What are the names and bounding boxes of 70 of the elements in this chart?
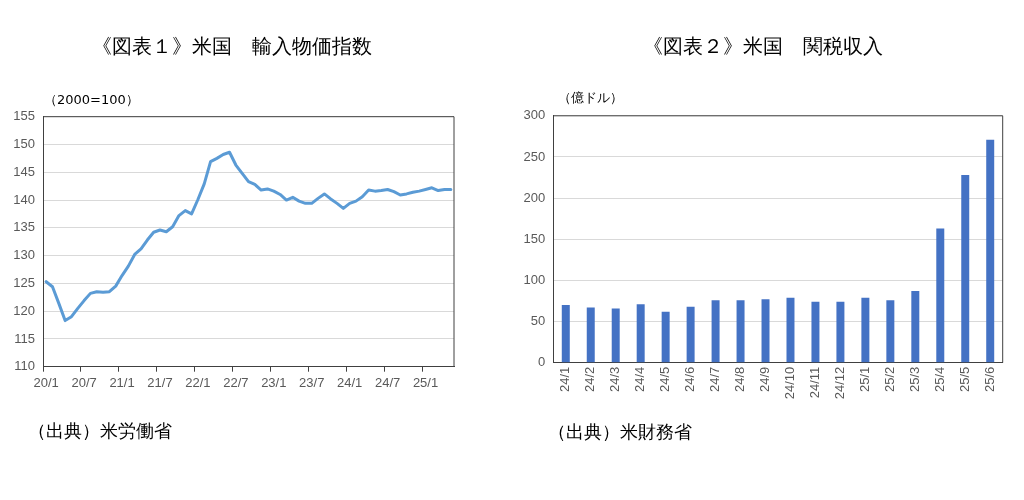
- x-tick-label: 24/2: [582, 366, 598, 393]
- x-tick-label: 25/1: [856, 366, 872, 393]
- text: （出典）米財務省: [548, 420, 692, 444]
- x-tick-label: 25/3: [906, 366, 922, 393]
- x-tick-label: 21/1: [109, 375, 135, 391]
- y-tick-label: 150: [13, 136, 35, 152]
- x-tick-label: 20/1: [33, 375, 59, 391]
- bar: [736, 300, 745, 363]
- y-tick-label: 200: [523, 189, 546, 205]
- x-tick-label: 24/10: [782, 366, 798, 400]
- y-axis-title: （億ドル）: [558, 89, 623, 107]
- y-tick-label: 120: [13, 302, 35, 318]
- chart-title: 《図表２》米国 関税収入: [642, 33, 884, 59]
- bar: [786, 297, 795, 363]
- x-tick-label: 25/2: [881, 366, 897, 393]
- y-tick-label: 155: [13, 108, 35, 124]
- y-tick-label: 150: [523, 230, 546, 246]
- y-tick-label: 130: [13, 247, 35, 263]
- bar: [561, 305, 570, 363]
- x-tick-label: 24/11: [807, 366, 823, 399]
- text: （出典）米労働省: [28, 419, 172, 443]
- x-tick-label: 21/7: [147, 375, 173, 391]
- x-tick-label: 24/6: [682, 366, 698, 393]
- bar: [961, 175, 970, 363]
- bar: [661, 311, 670, 363]
- y-tick-label: 125: [13, 274, 35, 290]
- x-tick-label: 22/1: [185, 375, 211, 391]
- y-tick-label: 140: [13, 191, 35, 207]
- bar: [836, 301, 845, 363]
- bar: [711, 300, 720, 363]
- x-tick-label: 25/5: [956, 366, 972, 393]
- x-tick-label: 25/1: [412, 375, 439, 391]
- bar: [811, 301, 820, 363]
- x-tick-label: 24/9: [757, 366, 773, 393]
- y-axis-title: （2000=100）: [44, 91, 139, 109]
- x-tick-label: 24/8: [732, 366, 748, 393]
- y-tick-label: 145: [13, 163, 35, 179]
- x-tick-label: 20/7: [71, 375, 97, 391]
- bar: [861, 297, 870, 363]
- x-tick-label: 23/7: [299, 375, 325, 391]
- y-tick-label: 115: [14, 330, 35, 346]
- bar: [886, 300, 895, 363]
- x-tick-label: 24/1: [337, 375, 363, 391]
- bar: [911, 291, 920, 363]
- x-tick-label: 25/4: [931, 366, 947, 393]
- y-tick-label: 135: [13, 219, 35, 235]
- bar: [686, 306, 695, 363]
- y-tick-label: 100: [523, 271, 546, 287]
- x-tick-label: 24/12: [831, 366, 847, 400]
- y-tick-label: 50: [530, 313, 546, 329]
- x-tick-label: 23/1: [261, 375, 287, 391]
- x-tick-label: 25/6: [981, 366, 997, 393]
- y-tick-label: 250: [523, 148, 546, 164]
- chart-title: 《図表１》米国 輸入物価指数: [91, 33, 373, 59]
- bar: [936, 228, 945, 363]
- x-tick-label: 24/3: [607, 366, 623, 393]
- bar: [761, 299, 770, 363]
- x-tick-label: 24/7: [707, 366, 723, 393]
- x-tick-label: 22/7: [223, 375, 249, 391]
- y-tick-label: 0: [538, 354, 546, 370]
- bar: [611, 308, 620, 363]
- x-tick-label: 24/4: [632, 366, 648, 393]
- y-tick-label: 300: [523, 107, 546, 123]
- x-tick-label: 24/1: [557, 366, 573, 393]
- bar: [636, 304, 645, 363]
- bar: [586, 307, 595, 363]
- x-tick-label: 24/5: [657, 366, 673, 393]
- y-tick-label: 110: [14, 358, 35, 374]
- x-tick-label: 24/7: [374, 375, 401, 391]
- bar: [986, 139, 995, 363]
